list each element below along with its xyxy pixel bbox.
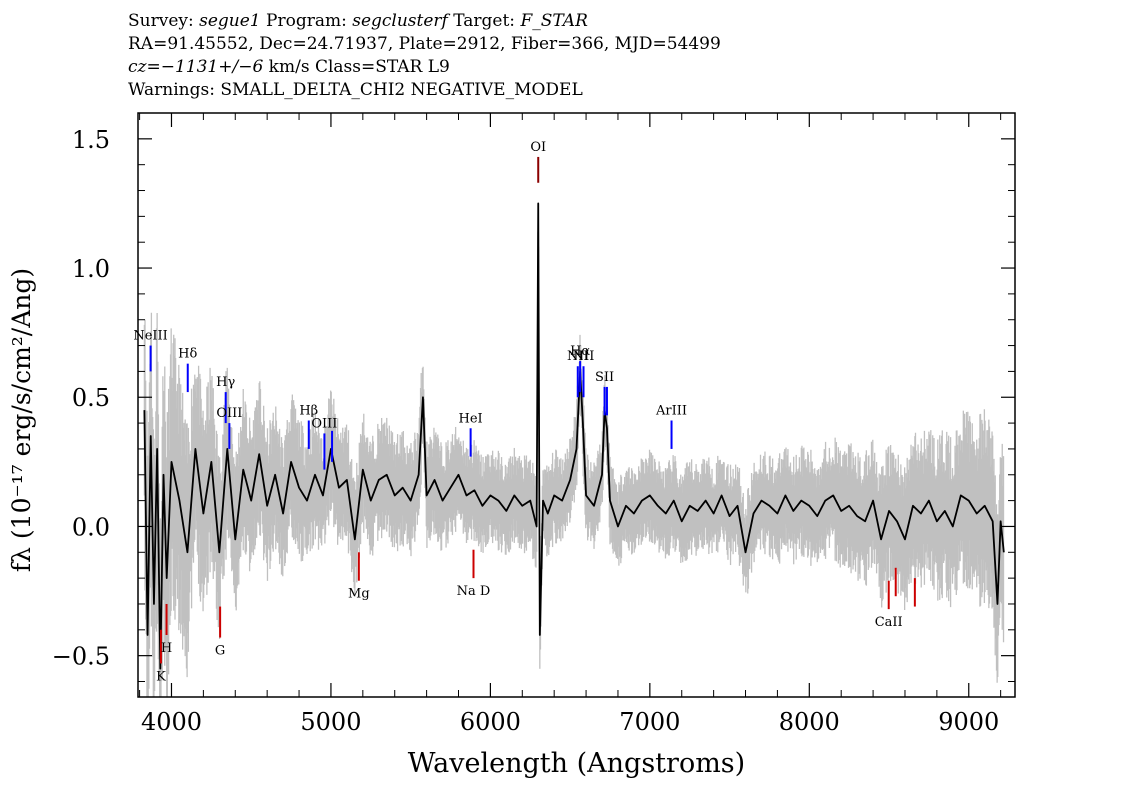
line-label: Mg	[348, 587, 370, 602]
survey-label: Survey:	[128, 11, 200, 31]
flux-layer	[143, 202, 1005, 670]
x-tick-label: 7000	[619, 708, 680, 736]
y-axis-label: fλ (10⁻¹⁷ erg/s/cm²/Ang)	[7, 268, 36, 572]
axis-ticks: 4000 5000 6000 7000 8000 9000 −0.5 0.0 0.5 1.0 1.5	[52, 113, 1015, 736]
x-tick-label: 9000	[938, 708, 999, 736]
y-tick-label: 1.5	[72, 126, 110, 154]
target-label: Target:	[447, 11, 521, 31]
x-tick-label: 5000	[300, 708, 361, 736]
spectrum-header: Survey: segue1 Program: segclusterf Targ…	[128, 10, 721, 102]
x-tick-label: 4000	[141, 708, 202, 736]
line-label: Na D	[457, 584, 491, 599]
line-label: Hβ	[299, 404, 318, 419]
x-axis-label: Wavelength (Angstroms)	[408, 748, 745, 779]
line-label: NII	[573, 349, 595, 364]
line-label: OI	[530, 140, 546, 155]
y-tick-label: 0.0	[72, 513, 110, 541]
line-label: H	[161, 641, 172, 656]
line-label: NII	[567, 349, 589, 364]
line-label: G	[215, 644, 225, 659]
plot-frame	[137, 112, 1016, 698]
header-line-redshift: cz=−1131+/−6 km/s Class=STAR L9	[128, 56, 721, 79]
line-label: OIII	[311, 416, 337, 431]
class-value: km/s Class=STAR L9	[263, 57, 450, 77]
line-label: OIII	[216, 406, 242, 421]
line-label: K	[156, 669, 166, 684]
line-label: ArIII	[655, 404, 687, 419]
y-tick-label: 0.5	[72, 384, 110, 412]
cz-value: cz=−1131+/−6	[128, 57, 264, 77]
survey-value: segue1	[199, 11, 261, 31]
line-label: Hδ	[178, 347, 197, 362]
program-value: segclusterf	[352, 11, 448, 31]
header-line-warnings: Warnings: SMALL_DELTA_CHI2 NEGATIVE_MODE…	[128, 80, 583, 100]
line-label: Hγ	[216, 375, 235, 390]
flux-line	[143, 202, 1005, 670]
line-label: HeI	[459, 411, 483, 426]
line-label: SII	[595, 370, 614, 385]
target-value: F_STAR	[520, 11, 588, 31]
program-label: Program:	[260, 11, 353, 31]
line-label: Hα	[570, 344, 590, 359]
x-tick-label: 8000	[779, 708, 840, 736]
x-tick-label: 6000	[460, 708, 521, 736]
y-tick-label: 1.0	[72, 255, 110, 283]
line-label: CaII	[875, 615, 903, 630]
y-tick-label: −0.5	[52, 643, 110, 671]
header-line-coordinates: RA=91.45552, Dec=24.71937, Plate=2912, F…	[128, 34, 721, 54]
header-line-survey: Survey: segue1 Program: segclusterf Targ…	[128, 10, 721, 33]
line-label: NeIII	[133, 329, 167, 344]
